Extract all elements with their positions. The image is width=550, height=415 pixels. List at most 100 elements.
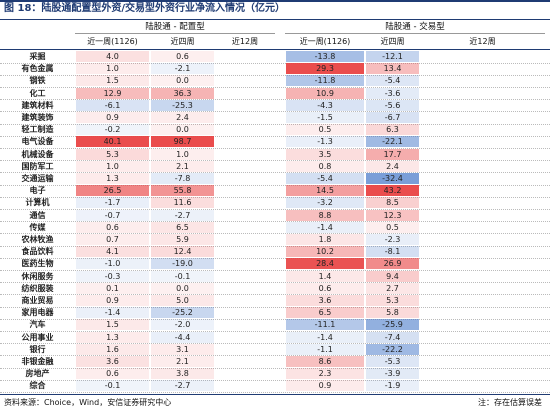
industry-name: 机械设备 <box>21 149 54 159</box>
row-rule <box>0 148 550 149</box>
industry-name: 交通运输 <box>21 174 54 183</box>
row-rule <box>0 343 550 345</box>
value-cell: 3.1 <box>151 343 214 355</box>
value-cell: -3.2 <box>286 197 364 209</box>
footnote: 注：存在估算误差 <box>478 398 542 407</box>
value-cell: -19.0 <box>151 258 214 270</box>
value-cell: 1.0 <box>76 160 149 172</box>
row-rule <box>0 196 550 198</box>
value-cell: 5.9 <box>151 234 214 245</box>
column-header: 近12周 <box>469 37 496 46</box>
value-cell: 28.4 <box>286 258 364 270</box>
row-rule <box>0 392 550 393</box>
value-cell: 0.5 <box>286 124 364 136</box>
value-cell: 4.1 <box>76 246 149 258</box>
value-cell: 8.5 <box>366 197 419 209</box>
value-cell: 26.9 <box>366 258 419 270</box>
row-rule <box>0 99 550 101</box>
value-cell: 13.4 <box>366 63 419 75</box>
value-cell: -1.9 <box>366 380 419 392</box>
row-rule <box>0 184 550 186</box>
value-cell: 1.5 <box>76 75 149 87</box>
value-cell: -1.5 <box>286 112 364 123</box>
value-cell: 1.3 <box>76 173 149 184</box>
title-rule <box>0 19 550 20</box>
industry-name: 有色金属 <box>21 64 54 74</box>
source-note: 资料来源：Choice，Wind，安信证券研究中心 <box>4 398 172 407</box>
value-cell: -5.3 <box>366 356 419 367</box>
value-cell: 3.8 <box>151 368 214 380</box>
value-cell: 1.8 <box>286 234 364 245</box>
industry-name: 化工 <box>29 88 46 98</box>
value-cell: -2.7 <box>151 209 214 221</box>
row-rule <box>0 172 550 174</box>
value-cell: 0.0 <box>151 75 214 87</box>
value-cell: 55.8 <box>151 185 214 197</box>
industry-name: 农林牧渔 <box>21 235 54 244</box>
value-cell: -0.7 <box>76 209 149 221</box>
value-cell: 26.5 <box>76 185 149 197</box>
value-cell: -4.4 <box>151 331 214 343</box>
column-header: 近四周 <box>170 37 195 46</box>
value-cell: 3.6 <box>76 356 149 367</box>
value-cell: -1.4 <box>76 307 149 319</box>
value-cell: 3.5 <box>286 148 364 160</box>
value-cell: 2.7 <box>366 282 419 294</box>
value-cell: -1.7 <box>76 197 149 209</box>
value-cell: 9.4 <box>366 270 419 282</box>
value-cell: -11.1 <box>286 319 364 331</box>
value-cell: 1.6 <box>76 343 149 355</box>
value-cell: -25.2 <box>151 307 214 319</box>
value-cell: 2.4 <box>151 112 214 123</box>
row-rule <box>0 111 550 113</box>
value-cell: -5.6 <box>366 99 419 111</box>
row-rule <box>0 355 550 357</box>
row-rule <box>0 367 550 369</box>
row-rule <box>0 331 550 332</box>
column-header: 近四周 <box>380 37 405 46</box>
value-cell: 8.6 <box>286 356 364 367</box>
row-rule <box>0 160 550 162</box>
value-cell: 5.3 <box>76 148 149 160</box>
row-rule <box>0 135 550 137</box>
row-rule <box>0 257 550 259</box>
industry-name: 综合 <box>29 381 46 391</box>
industry-name: 建筑装饰 <box>21 113 54 122</box>
value-cell: 0.7 <box>76 234 149 245</box>
value-cell: 10.9 <box>286 87 364 99</box>
row-rule <box>0 62 550 64</box>
industry-name: 银行 <box>29 344 46 354</box>
value-cell: -22.1 <box>366 136 419 148</box>
value-cell: 6.5 <box>286 307 364 319</box>
industry-name: 电子 <box>29 186 46 196</box>
industry-name: 电气设备 <box>21 137 54 147</box>
bottom-rule <box>0 394 550 395</box>
value-cell: 2.1 <box>151 356 214 367</box>
value-cell: 12.4 <box>151 246 214 258</box>
row-rule <box>0 379 550 381</box>
value-cell: -12.1 <box>366 51 419 62</box>
value-cell: 98.7 <box>151 136 214 148</box>
row-rule <box>0 233 550 235</box>
row-rule <box>0 245 550 247</box>
value-cell: -11.8 <box>286 75 364 87</box>
value-cell: 17.7 <box>366 148 419 160</box>
value-cell: 0.9 <box>76 295 149 306</box>
value-cell: 3.6 <box>286 295 364 306</box>
value-cell: -7.4 <box>366 331 419 343</box>
value-cell: -1.0 <box>76 258 149 270</box>
value-cell: -1.3 <box>286 136 364 148</box>
value-cell: 36.3 <box>151 87 214 99</box>
value-cell: -2.3 <box>366 234 419 245</box>
column-header: 近12周 <box>231 37 259 46</box>
row-rule <box>0 318 550 320</box>
value-cell: -7.8 <box>151 173 214 184</box>
row-rule <box>0 294 550 296</box>
value-cell: -2.0 <box>151 319 214 331</box>
industry-name: 家用电器 <box>21 308 54 318</box>
row-rule <box>0 123 550 125</box>
value-cell: -6.7 <box>366 112 419 123</box>
industry-name: 休闲服务 <box>21 271 54 281</box>
value-cell: -1.4 <box>286 331 364 343</box>
value-cell: -0.1 <box>151 270 214 282</box>
